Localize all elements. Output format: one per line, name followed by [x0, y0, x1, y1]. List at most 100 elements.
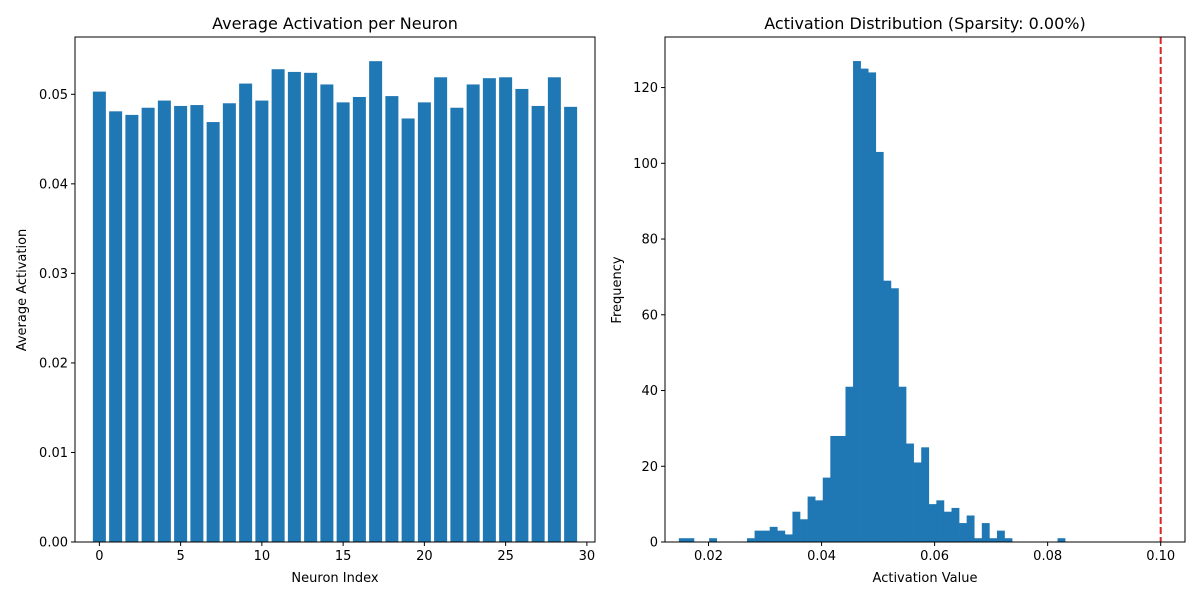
histogram-bin — [754, 530, 763, 542]
x-tick-label: 5 — [176, 549, 184, 564]
histogram-bin — [853, 61, 861, 543]
y-tick-label: 40 — [641, 384, 658, 399]
histogram-bin — [890, 288, 899, 542]
x-tick-label: 25 — [497, 549, 514, 564]
histogram-bin — [762, 530, 771, 542]
bar — [239, 83, 253, 543]
bar — [466, 84, 480, 542]
y-tick-label: 120 — [633, 81, 658, 96]
y-tick-label: 0.02 — [39, 356, 68, 371]
x-ticks: 0 5 10 15 20 25 30 — [95, 542, 595, 564]
bar — [499, 77, 513, 543]
histogram-bin — [943, 511, 952, 542]
histogram-bin — [815, 500, 824, 542]
histogram-bin — [709, 538, 718, 542]
chart-title: Activation Distribution (Sparsity: 0.00%… — [764, 14, 1085, 33]
bar — [434, 77, 448, 543]
y-tick-label: 0 — [650, 536, 658, 551]
histogram-bin — [686, 538, 695, 542]
histogram-activation-distribution: Activation Distribution (Sparsity: 0.00%… — [610, 14, 1186, 586]
histogram-bin — [792, 511, 801, 542]
y-axis-label: Frequency — [610, 256, 625, 323]
histogram-bin — [830, 435, 839, 542]
histogram-bin — [784, 534, 793, 542]
histogram-bin — [974, 538, 983, 542]
histogram-bin — [678, 538, 687, 542]
histogram-bin — [913, 462, 922, 542]
x-tick-label: 20 — [416, 549, 433, 564]
plot-frame — [74, 36, 596, 543]
bar — [401, 118, 415, 542]
bar — [417, 102, 431, 543]
x-tick-label: 0.04 — [807, 549, 836, 564]
x-tick-label: 0.02 — [694, 549, 723, 564]
x-tick-label: 0.08 — [1033, 549, 1062, 564]
histogram-bin — [777, 530, 786, 542]
bar — [141, 107, 155, 543]
x-ticks: 0.02 0.04 0.06 0.08 0.10 — [694, 542, 1175, 564]
y-tick-label: 100 — [633, 157, 658, 172]
x-tick-label: 30 — [579, 549, 596, 564]
bar — [450, 107, 464, 543]
histogram-bin — [807, 496, 816, 542]
bar — [287, 71, 301, 542]
bar — [385, 96, 399, 543]
histogram-bin — [883, 280, 892, 542]
histogram-bin — [966, 515, 975, 542]
bar-chart-average-activation: Average Activation per Neuron 0 5 10 15 20 25… — [15, 14, 596, 586]
y-tick-label: 60 — [641, 308, 658, 323]
y-tick-label: 20 — [641, 460, 658, 475]
histogram-bin — [875, 151, 884, 542]
bar — [320, 84, 334, 542]
y-tick-label: 0.01 — [39, 446, 68, 461]
histogram-bin — [769, 526, 778, 542]
bar — [336, 102, 350, 543]
bar — [190, 105, 204, 542]
y-axis-label: Average Activation — [15, 229, 30, 352]
y-ticks: 0.00 0.01 0.02 0.03 0.04 0.05 — [39, 88, 75, 551]
histogram-bin — [989, 538, 998, 542]
histogram-bin — [959, 523, 967, 542]
histogram-bin — [928, 504, 937, 542]
histogram-bin — [1004, 538, 1013, 542]
histogram-bin — [981, 523, 990, 542]
bar — [304, 72, 318, 542]
histogram-bin — [1057, 538, 1066, 542]
histogram-bin — [906, 443, 914, 542]
histogram-bin — [822, 477, 831, 542]
bar — [515, 88, 529, 543]
bar — [92, 91, 106, 542]
bar — [352, 96, 366, 542]
histogram-bin — [860, 68, 869, 542]
histogram-bin — [845, 386, 854, 542]
y-tick-label: 0.03 — [39, 267, 68, 282]
bar — [206, 122, 220, 542]
x-tick-label: 0.10 — [1146, 549, 1175, 564]
y-ticks: 0 20 40 60 80 100 120 — [633, 81, 665, 551]
x-axis-label: Activation Value — [873, 571, 978, 586]
bar — [109, 111, 123, 542]
y-tick-label: 80 — [641, 233, 658, 248]
histogram-bin — [951, 507, 960, 542]
bar — [482, 78, 496, 543]
bar — [255, 100, 269, 542]
x-tick-label: 0 — [95, 549, 103, 564]
chart-title: Average Activation per Neuron — [212, 14, 458, 33]
histogram-bin — [996, 530, 1005, 542]
bar — [157, 100, 171, 542]
bar — [174, 105, 188, 542]
x-tick-label: 0.06 — [920, 549, 949, 564]
bars-group — [678, 61, 1066, 543]
y-tick-label: 0.00 — [39, 536, 68, 551]
plot-frame — [664, 36, 1186, 543]
x-tick-label: 10 — [254, 549, 271, 564]
bar — [271, 69, 285, 542]
histogram-bin — [898, 386, 907, 542]
histogram-bin — [837, 435, 846, 542]
histogram-bin — [936, 500, 945, 542]
bar — [222, 103, 236, 543]
bars-group — [92, 61, 578, 543]
histogram-bin — [921, 447, 930, 542]
histogram-bin — [747, 538, 755, 542]
